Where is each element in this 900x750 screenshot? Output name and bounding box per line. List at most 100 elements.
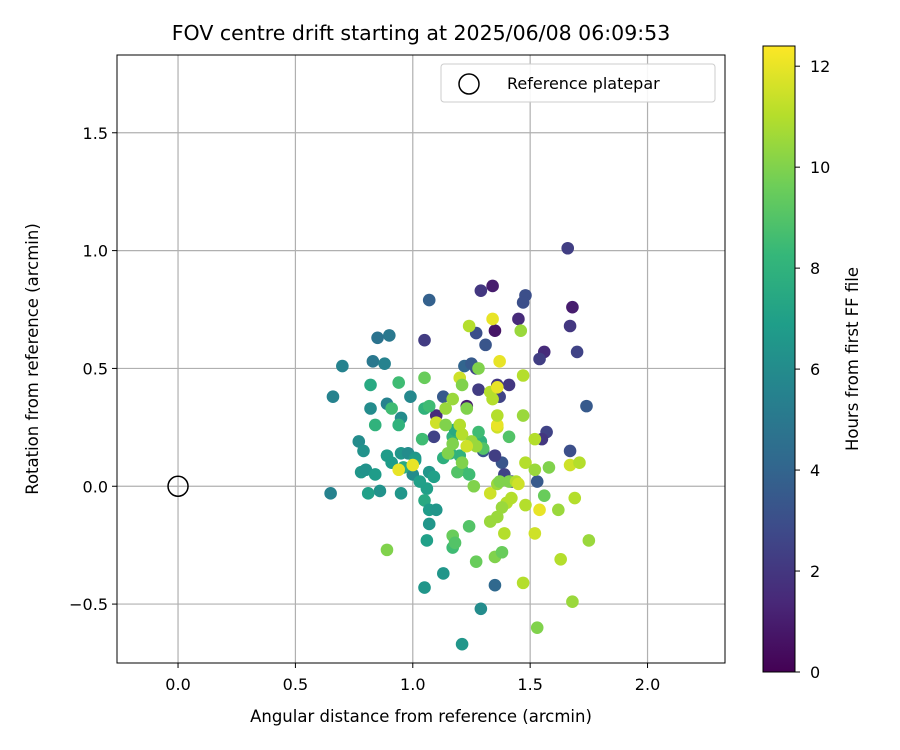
colorbar-label: Hours from first FF file [843, 267, 862, 451]
data-point [394, 487, 408, 500]
y-tick-label: 1.0 [83, 242, 108, 261]
colorbar-tick-label: 6 [810, 360, 820, 379]
y-tick-label: 0.0 [83, 477, 108, 496]
data-point [516, 296, 530, 309]
y-tick-label: −0.5 [69, 595, 108, 614]
data-point [357, 444, 370, 458]
data-point [533, 352, 546, 366]
data-point [446, 392, 459, 406]
grid-lines [117, 55, 725, 663]
data-point [566, 300, 579, 314]
x-axis-label: Angular distance from reference (arcmin) [250, 707, 592, 726]
y-axis-ticks: −0.5 0.0 0.5 1.0 1.5 [69, 124, 117, 614]
data-point [422, 293, 436, 307]
data-point [368, 418, 382, 432]
data-point [361, 487, 375, 500]
data-point [429, 503, 443, 517]
reference-marker [167, 475, 189, 498]
data-point [502, 430, 516, 444]
legend-box [440, 63, 716, 103]
data-point [514, 324, 528, 338]
colorbar-gradient [762, 45, 796, 673]
data-point [488, 449, 502, 462]
data-point [437, 567, 450, 580]
data-point [542, 461, 556, 474]
data-point [479, 338, 492, 352]
data-point [467, 479, 481, 493]
data-point [505, 491, 518, 505]
data-point [493, 475, 506, 488]
data-point [580, 399, 593, 413]
data-point [422, 517, 436, 531]
data-point [563, 444, 577, 458]
data-point [573, 456, 586, 469]
data-point [364, 378, 377, 392]
data-point [455, 456, 469, 469]
data-point [472, 383, 485, 396]
data-point [483, 487, 497, 500]
data-point [528, 463, 542, 477]
data-point [472, 362, 485, 375]
data-point [516, 576, 530, 590]
reference-marker-group [167, 475, 189, 498]
data-point [392, 463, 405, 477]
data-point [420, 534, 434, 547]
data-point [453, 418, 467, 432]
data-point [488, 324, 502, 338]
data-point [364, 402, 377, 415]
colorbar-ticks: 0 2 4 6 8 10 12 [795, 57, 830, 682]
data-point [404, 390, 417, 404]
data-point [486, 312, 499, 326]
data-point [474, 602, 488, 616]
x-tick-label: 1.0 [400, 675, 425, 694]
data-point [474, 284, 488, 297]
data-point [418, 494, 431, 507]
data-point [519, 498, 532, 512]
data-point [427, 430, 441, 444]
data-point [516, 369, 530, 382]
data-point [462, 520, 476, 533]
data-point [460, 439, 474, 453]
legend-label: Reference platepar [507, 74, 660, 93]
y-tick-label: 1.5 [83, 124, 108, 143]
data-point [392, 376, 405, 389]
x-tick-label: 0.5 [283, 675, 308, 694]
data-point [469, 439, 483, 453]
data-point [392, 418, 405, 432]
data-point [448, 536, 462, 550]
data-point [512, 477, 525, 491]
data-point [446, 437, 459, 451]
data-point [519, 456, 532, 469]
data-point [366, 355, 380, 368]
data-point [533, 503, 546, 517]
data-point [490, 418, 504, 432]
data-point [368, 468, 382, 481]
data-point [582, 534, 596, 547]
data-point [570, 345, 584, 359]
data-point [413, 475, 427, 488]
data-point [472, 425, 485, 439]
data-point [439, 418, 452, 432]
colorbar-tick-label: 12 [810, 57, 830, 76]
data-point [359, 463, 373, 477]
data-point [552, 503, 565, 517]
data-point [563, 319, 577, 333]
data-point [568, 491, 582, 505]
data-point [455, 428, 469, 441]
data-point [326, 390, 340, 404]
data-point [336, 359, 349, 373]
data-point [451, 465, 464, 479]
data-point [537, 489, 551, 502]
x-tick-label: 1.5 [517, 675, 542, 694]
x-tick-label: 0.0 [165, 675, 190, 694]
data-point [554, 553, 567, 566]
data-point [460, 402, 474, 415]
colorbar-tick-label: 4 [810, 461, 820, 480]
data-point [490, 510, 504, 524]
data-point [462, 319, 476, 333]
data-point [528, 432, 542, 446]
data-point [486, 279, 499, 293]
data-point [418, 371, 431, 385]
data-point [441, 446, 455, 460]
